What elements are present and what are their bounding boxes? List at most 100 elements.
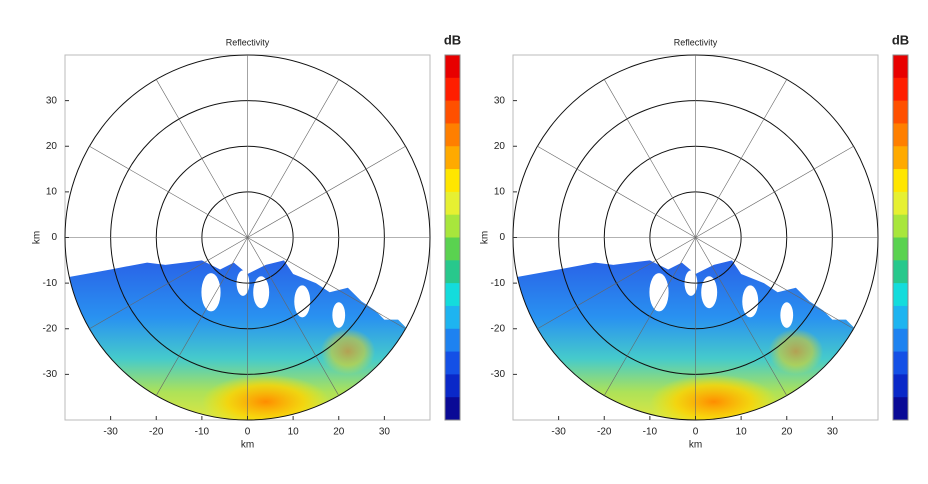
echo-hot [768,328,824,375]
y-tick-label: 30 [494,95,506,106]
colorbar-swatch [893,374,908,398]
colorbar-swatch [445,77,460,102]
echo-gap [332,302,346,328]
colorbar-swatch [893,55,908,79]
colorbar-frame [892,54,909,421]
x-axis-label: km [241,440,254,451]
x-tick-label: 0 [693,427,699,438]
x-tick-label: -20 [597,427,612,438]
x-axis-label: km [689,440,702,451]
colorbar-swatch [893,397,908,421]
colorbar-swatch [893,123,908,147]
colorbar-swatch [893,169,908,193]
y-tick-label: 30 [46,95,58,106]
spoke [89,237,248,330]
colorbar-swatch [445,214,460,238]
echo-hot [201,374,330,420]
echo-gap [701,276,718,309]
colorbar-swatch [445,237,460,261]
x-tick-label: -30 [551,427,566,438]
colorbar-swatch [445,169,460,193]
spoke [247,79,340,238]
colorbar-swatch [893,214,908,238]
x-tick-label: -30 [103,427,118,438]
y-axis-label: km [480,231,491,244]
colorbar-swatch [445,146,460,170]
colorbar-swatch [893,283,908,307]
x-tick-label: 30 [827,427,839,438]
spoke [695,79,788,238]
spoke [695,237,854,330]
colorbar-label: dB [892,32,909,47]
spoke [695,145,854,238]
spoke [247,237,340,396]
spoke [247,237,406,330]
x-tick-label: 10 [736,427,748,438]
echo-gap [742,285,759,318]
colorbar-swatch [893,328,908,353]
colorbar-frame [444,54,461,421]
colorbar-swatch [445,305,460,330]
spoke [537,145,696,238]
echo-gap [780,302,794,328]
colorbar-swatch [445,328,460,353]
spoke [695,237,788,396]
colorbar-swatch [445,374,460,398]
spoke [247,145,406,238]
echo-gap [201,273,221,312]
colorbar-swatch [445,123,460,147]
y-tick-label: 20 [494,141,506,152]
echo-gap [294,285,311,318]
colorbar-swatch [445,191,460,216]
x-tick-label: -10 [643,427,658,438]
colorbar-swatch [893,237,908,261]
y-tick-label: 0 [51,232,57,243]
y-tick-label: 10 [494,187,506,198]
colorbar-swatch [445,397,460,421]
spoke [155,79,248,238]
x-tick-label: 20 [781,427,793,438]
panel: -30 -20 -10 0 10 20 30 -30 -20 -10 0 10 20 30 Reflecti… [32,32,462,450]
y-tick-label: 20 [46,141,58,152]
y-axis-label: km [32,231,43,244]
echo-gap [253,276,270,309]
colorbar-swatch [445,283,460,307]
colorbar-swatch [445,100,460,124]
chart-title: Reflectivity [226,37,270,47]
y-tick-label: -30 [43,369,58,380]
y-tick-label: -30 [491,369,506,380]
y-tick-label: 10 [46,187,58,198]
colorbar-swatch [893,191,908,216]
colorbar-swatch [445,260,460,284]
y-tick-label: 0 [499,232,505,243]
colorbar-swatch [445,55,460,79]
echo-hot [649,374,778,420]
spoke [537,237,696,330]
y-tick-label: -10 [491,278,506,289]
x-tick-label: 10 [288,427,300,438]
spoke [603,79,696,238]
colorbar-swatch [893,146,908,170]
y-tick-label: -10 [43,278,58,289]
echo-gap [649,273,669,312]
colorbar-swatch [893,351,908,375]
colorbar-label: dB [444,32,461,47]
chart-title: Reflectivity [674,37,718,47]
x-tick-label: 20 [333,427,345,438]
x-tick-label: 30 [379,427,391,438]
x-tick-label: 0 [245,427,251,438]
colorbar-swatch [893,260,908,284]
panel: -30 -20 -10 0 10 20 30 -30 -20 -10 0 10 20 30 Reflecti… [480,32,910,450]
y-tick-label: -20 [491,323,506,334]
colorbar-swatch [445,351,460,375]
colorbar-swatch [893,305,908,330]
echo-hot [320,328,376,375]
spoke [603,237,696,396]
spoke [89,145,248,238]
x-tick-label: -20 [149,427,164,438]
x-tick-label: -10 [195,427,210,438]
colorbar-swatch [893,100,908,124]
y-tick-label: -20 [43,323,58,334]
spoke [155,237,248,396]
